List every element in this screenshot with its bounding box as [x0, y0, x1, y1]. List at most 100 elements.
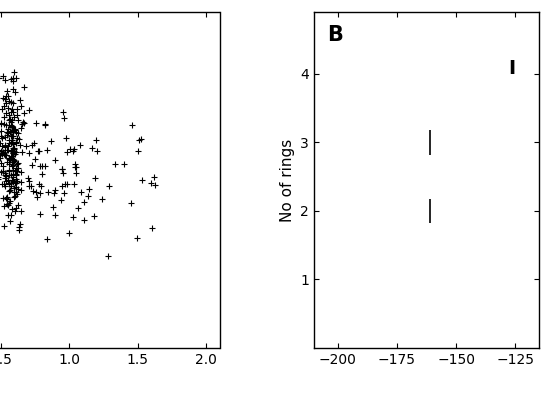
Point	[31, 189, 40, 195]
Point	[8, 106, 16, 112]
Point	[3, 128, 12, 135]
Point	[7, 212, 15, 218]
Point	[3, 143, 12, 150]
Point	[32, 194, 41, 200]
Point	[66, 146, 75, 153]
Point	[6, 129, 15, 135]
Point	[91, 137, 100, 143]
Point	[12, 165, 20, 172]
Point	[11, 180, 20, 186]
Point	[8, 147, 16, 153]
Point	[8, 126, 17, 133]
Point	[15, 96, 24, 103]
Point	[9, 86, 18, 92]
Point	[9, 171, 18, 177]
Point	[1, 134, 10, 140]
Point	[2, 110, 10, 116]
Point	[1, 96, 9, 102]
Point	[0, 195, 7, 201]
Point	[50, 156, 59, 163]
Point	[7, 122, 16, 128]
Point	[63, 148, 72, 155]
Point	[10, 113, 19, 120]
Point	[6, 183, 15, 189]
Point	[7, 119, 16, 125]
Point	[5, 167, 14, 173]
Point	[14, 202, 23, 208]
Point	[19, 110, 28, 116]
Point	[138, 177, 146, 183]
Point	[0, 160, 5, 166]
Point	[16, 124, 25, 131]
Point	[8, 109, 17, 116]
Point	[6, 156, 15, 162]
Point	[10, 69, 19, 75]
Point	[19, 120, 28, 126]
Point	[40, 121, 49, 127]
Point	[0, 120, 8, 127]
Point	[59, 190, 68, 196]
Point	[57, 166, 66, 172]
Point	[0, 148, 8, 155]
Point	[58, 170, 67, 176]
Point	[51, 187, 59, 194]
Point	[3, 177, 12, 183]
Point	[14, 136, 23, 143]
Text: I: I	[508, 59, 515, 78]
Point	[12, 171, 20, 177]
Point	[0, 202, 8, 209]
Point	[0, 169, 6, 175]
Point	[63, 181, 72, 187]
Point	[47, 138, 56, 145]
Point	[50, 190, 59, 197]
Point	[8, 139, 16, 146]
Point	[4, 161, 13, 168]
Point	[12, 184, 20, 190]
Point	[4, 130, 13, 136]
Point	[7, 133, 16, 140]
Point	[7, 159, 16, 165]
Point	[4, 172, 13, 179]
Point	[28, 142, 37, 148]
Point	[1, 152, 10, 158]
Point	[5, 200, 14, 206]
Point	[17, 121, 26, 127]
Point	[89, 212, 98, 219]
Point	[3, 158, 12, 165]
Point	[4, 104, 13, 111]
Point	[4, 155, 13, 162]
Point	[8, 129, 17, 135]
Point	[133, 148, 142, 154]
Point	[37, 171, 46, 177]
Point	[8, 74, 17, 81]
Point	[9, 166, 18, 173]
Point	[150, 174, 158, 180]
Point	[5, 155, 14, 162]
Point	[8, 124, 16, 130]
Point	[127, 122, 136, 128]
Point	[0, 174, 2, 180]
Point	[135, 137, 144, 144]
Point	[87, 145, 96, 152]
Point	[8, 156, 17, 162]
Point	[23, 175, 32, 182]
Point	[1, 183, 9, 189]
Point	[9, 100, 18, 106]
Point	[13, 134, 21, 141]
Point	[5, 116, 14, 123]
Point	[19, 84, 28, 91]
Point	[11, 208, 20, 214]
Point	[10, 189, 19, 195]
Point	[4, 140, 13, 146]
Point	[0, 75, 3, 81]
Point	[13, 160, 22, 167]
Point	[2, 99, 10, 106]
Point	[0, 133, 5, 139]
Point	[68, 213, 77, 220]
Point	[57, 165, 66, 172]
Point	[0, 128, 2, 135]
Point	[105, 182, 114, 189]
Point	[0, 150, 6, 157]
Point	[13, 130, 22, 136]
Point	[0, 135, 6, 142]
